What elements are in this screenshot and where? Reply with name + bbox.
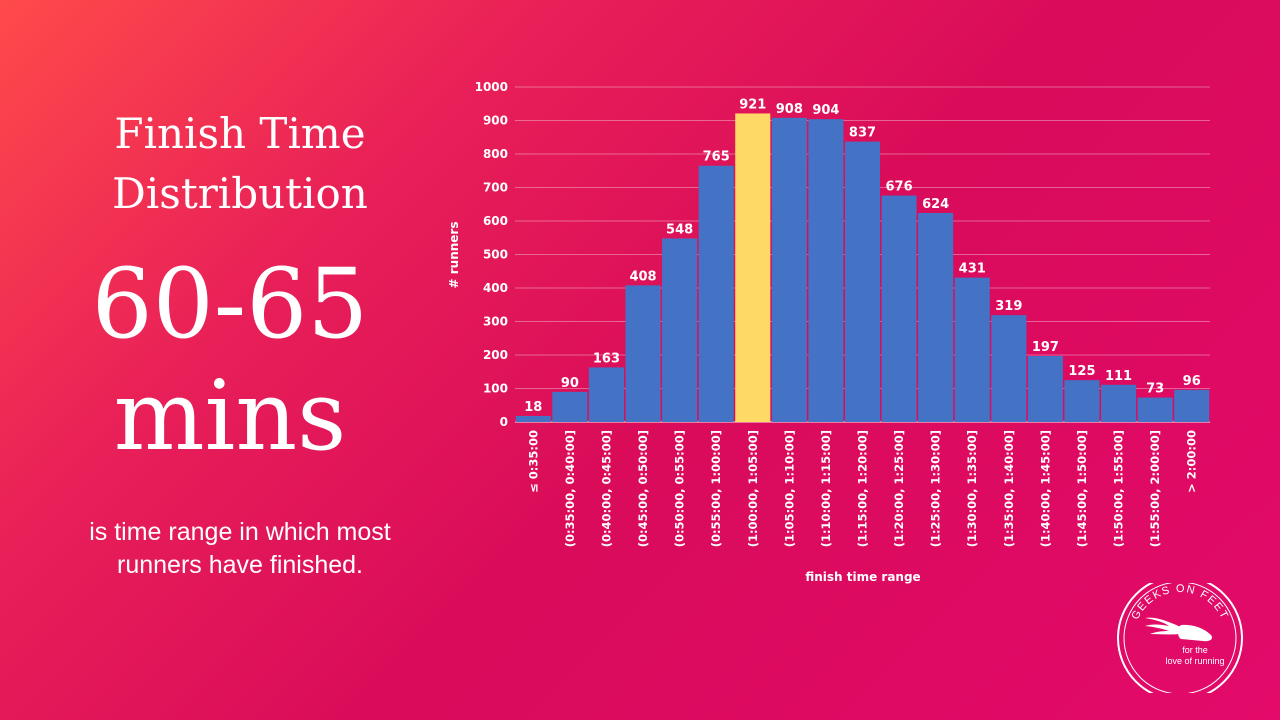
bar xyxy=(515,415,551,422)
x-tick-label: (1:45:00, 1:50:00] xyxy=(1075,430,1089,547)
x-tick-label: (1:20:00, 1:25:00] xyxy=(892,430,906,547)
bar-value-label: 90 xyxy=(561,376,579,391)
y-tick-label: 200 xyxy=(483,348,508,362)
bar xyxy=(991,315,1027,422)
y-tick-label: 900 xyxy=(483,114,508,128)
bar-value-label: 904 xyxy=(812,103,839,118)
bar-value-label: 18 xyxy=(524,400,542,415)
logo-tagline-line-1: for the xyxy=(1182,645,1208,655)
bar-value-label: 197 xyxy=(1032,340,1059,355)
bar-value-label: 125 xyxy=(1068,364,1095,379)
bar-value-label: 765 xyxy=(703,150,730,165)
bar xyxy=(954,277,990,422)
x-tick-label: (1:50:00, 1:55:00] xyxy=(1112,430,1126,547)
y-tick-label: 400 xyxy=(483,281,508,295)
bar-value-label: 319 xyxy=(995,299,1022,314)
x-tick-label: (0:40:00, 0:45:00] xyxy=(599,430,613,547)
bar xyxy=(1137,397,1173,422)
slide-title-line-2: Distribution xyxy=(112,169,368,218)
bar xyxy=(844,141,881,422)
bar xyxy=(918,212,954,422)
chart-bars xyxy=(515,113,1210,422)
bar-value-label: 408 xyxy=(629,269,656,284)
caption-line-2: runners have finished. xyxy=(117,551,363,579)
logo-inner-ring xyxy=(1123,583,1237,693)
bar-value-label: 96 xyxy=(1183,374,1201,389)
x-tick-label: (1:10:00, 1:15:00] xyxy=(819,430,833,547)
bar xyxy=(771,117,807,422)
slide-title-line-1: Finish Time xyxy=(114,109,366,158)
bar-data-labels: 18 90 163 408 548 765 921 908 904 837 676 624 431 319… xyxy=(524,97,1201,415)
highlight-range: 60-65 mins xyxy=(20,248,440,472)
bar xyxy=(1064,380,1100,422)
bar xyxy=(881,195,917,422)
x-tick-label: > 2:00:00 xyxy=(1185,430,1199,493)
bar-value-label: 163 xyxy=(593,351,620,366)
x-tick-label: (0:50:00, 0:55:00] xyxy=(673,430,687,547)
bar-value-label: 431 xyxy=(959,262,986,277)
y-tick-label: 700 xyxy=(483,181,508,195)
bar-value-label: 908 xyxy=(776,102,803,117)
caption-line-1: is time range in which most xyxy=(89,518,391,546)
logo-outer-ring xyxy=(1117,583,1243,693)
highlight-caption: is time range in which most runners have… xyxy=(40,516,440,582)
x-tick-label: (1:00:00, 1:05:00] xyxy=(746,430,760,547)
y-tick-label: 100 xyxy=(483,382,508,396)
logo-arc-text: GEEKS ON FEET xyxy=(1129,583,1230,622)
bar-value-label: 676 xyxy=(886,180,913,195)
y-tick-label: 800 xyxy=(483,147,508,161)
x-tick-label: (1:55:00, 2:00:00] xyxy=(1148,430,1162,547)
y-tick-label: 500 xyxy=(483,248,508,262)
highlight-range-unit: mins xyxy=(113,360,347,472)
geeks-on-feet-logo: GEEKS ON FEET for the love of running xyxy=(1117,583,1243,693)
x-tick-label: (1:30:00, 1:35:00] xyxy=(965,430,979,547)
highlight-range-value: 60-65 xyxy=(91,248,369,360)
x-axis-ticks: ≤ 0:35:00 (0:35:00, 0:40:00] (0:40:00, 0:4… xyxy=(526,430,1198,547)
bar xyxy=(588,367,624,422)
y-tick-label: 300 xyxy=(483,315,508,329)
x-tick-label: (1:40:00, 1:45:00] xyxy=(1038,430,1052,547)
x-tick-label: (1:35:00, 1:40:00] xyxy=(1002,430,1016,547)
bar xyxy=(1101,384,1137,422)
bar xyxy=(1174,389,1210,422)
y-tick-label: 1000 xyxy=(475,80,508,94)
x-tick-label: ≤ 0:35:00 xyxy=(526,430,540,493)
bar xyxy=(1027,356,1063,422)
bar-highlighted xyxy=(735,113,771,422)
bar xyxy=(625,285,661,422)
winged-shoe-icon xyxy=(1145,617,1213,642)
y-axis-ticks: 0 100 200 300 400 500 600 700 800 900 1000 xyxy=(475,80,508,429)
bar-value-label: 111 xyxy=(1105,369,1132,384)
y-tick-label: 600 xyxy=(483,214,508,228)
x-tick-label: (0:55:00, 1:00:00] xyxy=(709,430,723,547)
x-axis-label: finish time range xyxy=(805,570,920,584)
bar-value-label: 548 xyxy=(666,222,693,237)
bar-value-label: 921 xyxy=(739,97,766,112)
bar xyxy=(698,165,734,422)
bar xyxy=(662,238,698,422)
x-tick-label: (0:45:00, 0:50:00] xyxy=(636,430,650,547)
slide-title: Finish Time Distribution xyxy=(40,104,440,224)
bar-value-label: 837 xyxy=(849,126,876,141)
finish-time-histogram: 0 100 200 300 400 500 600 700 800 900 1000 18 90 163… xyxy=(447,80,1210,584)
bar-value-label: 624 xyxy=(922,197,949,212)
x-tick-label: (1:05:00, 1:10:00] xyxy=(782,430,796,547)
bar xyxy=(552,391,588,422)
bar-value-label: 73 xyxy=(1146,382,1164,397)
y-axis-label: # runners xyxy=(447,222,461,289)
x-tick-label: (1:15:00, 1:20:00] xyxy=(856,430,870,547)
logo-tagline-line-2: love of running xyxy=(1165,656,1224,666)
bar xyxy=(808,119,844,422)
y-tick-label: 0 xyxy=(500,415,508,429)
x-tick-label: (0:35:00, 0:40:00] xyxy=(563,430,577,547)
x-tick-label: (1:25:00, 1:30:00] xyxy=(929,430,943,547)
